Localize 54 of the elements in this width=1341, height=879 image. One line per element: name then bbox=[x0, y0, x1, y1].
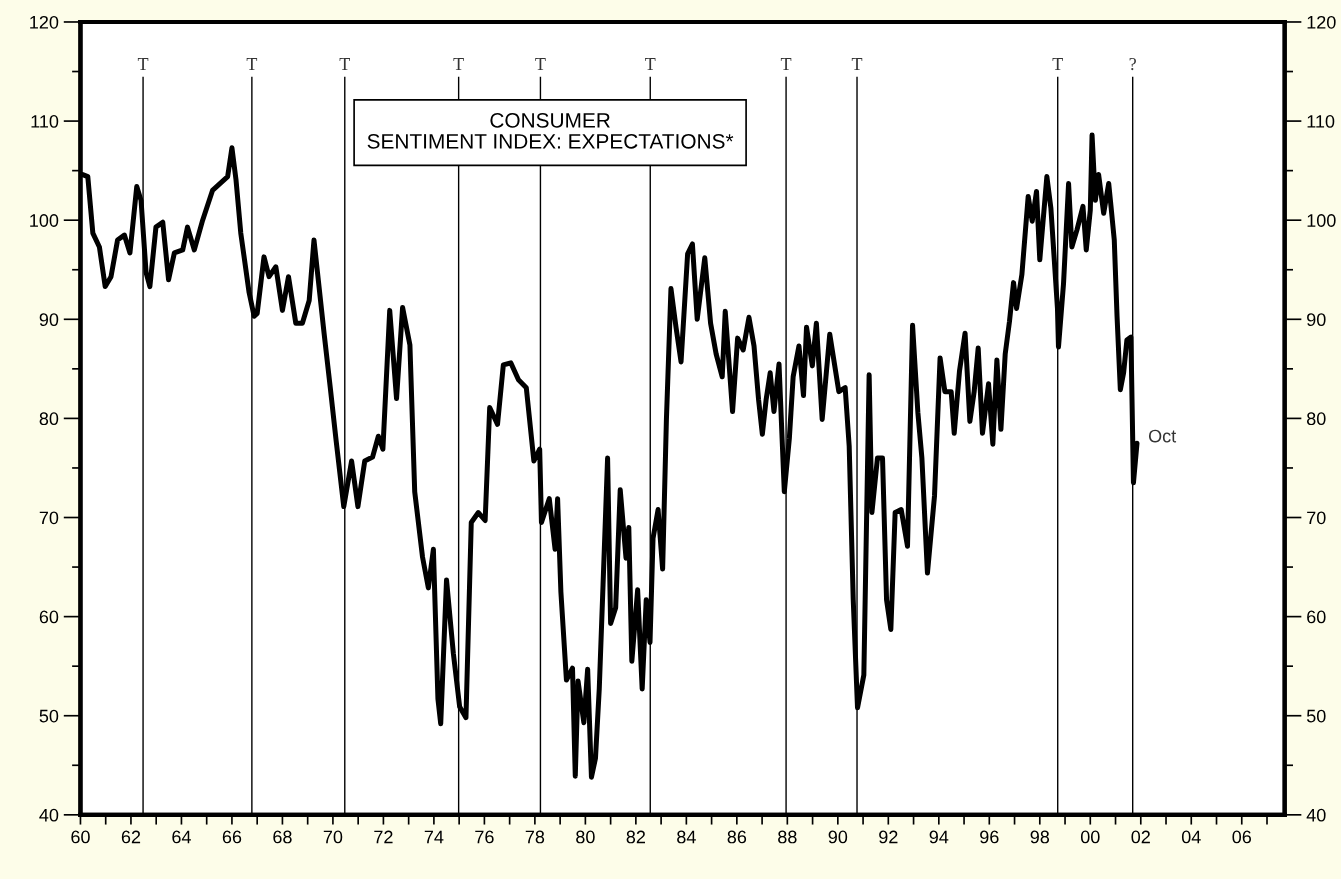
x-tick-label: 86 bbox=[727, 830, 747, 844]
x-tick-label: 60 bbox=[71, 830, 90, 844]
x-tick-label: 66 bbox=[222, 830, 242, 844]
ref-line-label: ? bbox=[1129, 57, 1136, 71]
y-tick-label: 50 bbox=[39, 709, 59, 723]
y2-tick-label: 50 bbox=[1306, 709, 1326, 723]
ref-line-label: T bbox=[246, 58, 258, 70]
y-tick-label: 60 bbox=[39, 610, 59, 624]
y-tick-label: 90 bbox=[39, 313, 59, 327]
x-tick-label: 94 bbox=[929, 830, 949, 844]
x-tick-label: 78 bbox=[525, 830, 545, 844]
ref-line-label: T bbox=[535, 58, 546, 70]
y-tick-label: 120 bbox=[30, 15, 59, 29]
y2-tick-label: 40 bbox=[1306, 808, 1326, 822]
x-tick-label: 02 bbox=[1131, 830, 1150, 844]
x-tick-label: 70 bbox=[323, 830, 343, 844]
x-tick-label: 00 bbox=[1080, 830, 1100, 844]
y-tick-label: 110 bbox=[31, 115, 59, 128]
x-tick-label: 76 bbox=[475, 830, 494, 844]
x-tick-label: 98 bbox=[1030, 830, 1050, 844]
ref-line-label: T bbox=[339, 58, 350, 70]
x-tick-label: 92 bbox=[879, 830, 898, 844]
x-tick-label: 68 bbox=[273, 830, 292, 844]
y-tick-label: 40 bbox=[39, 808, 59, 822]
text: CONSUMER SENTIMENT INDEX: EXPECTATIONS* bbox=[367, 113, 734, 149]
y2-tick-label: 120 bbox=[1307, 15, 1336, 29]
annotation: Oct bbox=[1148, 429, 1177, 443]
x-tick-label: 74 bbox=[424, 830, 444, 844]
ref-line-label: T bbox=[453, 58, 464, 70]
ref-line-label: T bbox=[780, 58, 792, 70]
x-tick-label: 06 bbox=[1232, 830, 1252, 844]
ref-line-label: T bbox=[645, 58, 656, 70]
y2-tick-label: 110 bbox=[1307, 115, 1335, 128]
x-tick-label: 84 bbox=[677, 830, 696, 844]
x-tick-label: 62 bbox=[121, 830, 141, 844]
y2-tick-label: 70 bbox=[1307, 511, 1326, 525]
x-tick-label: 72 bbox=[374, 830, 393, 844]
x-tick-label: 88 bbox=[778, 830, 797, 844]
x-tick-label: 64 bbox=[172, 830, 191, 844]
y2-tick-label: 80 bbox=[1306, 412, 1326, 426]
y-tick-label: 70 bbox=[39, 511, 59, 525]
x-tick-label: 80 bbox=[576, 830, 595, 844]
y-tick-label: 80 bbox=[39, 412, 59, 426]
x-tick-label: 82 bbox=[626, 830, 645, 844]
x-tick-label: 96 bbox=[980, 830, 999, 844]
ref-line-label: T bbox=[1052, 58, 1063, 70]
y-tick-label: 100 bbox=[30, 214, 59, 227]
x-tick-label: 04 bbox=[1181, 830, 1201, 844]
ref-line-label: T bbox=[851, 58, 863, 70]
ref-line-label: T bbox=[137, 58, 149, 70]
y2-tick-label: 100 bbox=[1307, 214, 1336, 227]
y2-tick-label: 90 bbox=[1307, 313, 1326, 327]
y2-tick-label: 60 bbox=[1307, 610, 1326, 624]
x-tick-label: 90 bbox=[828, 830, 848, 844]
